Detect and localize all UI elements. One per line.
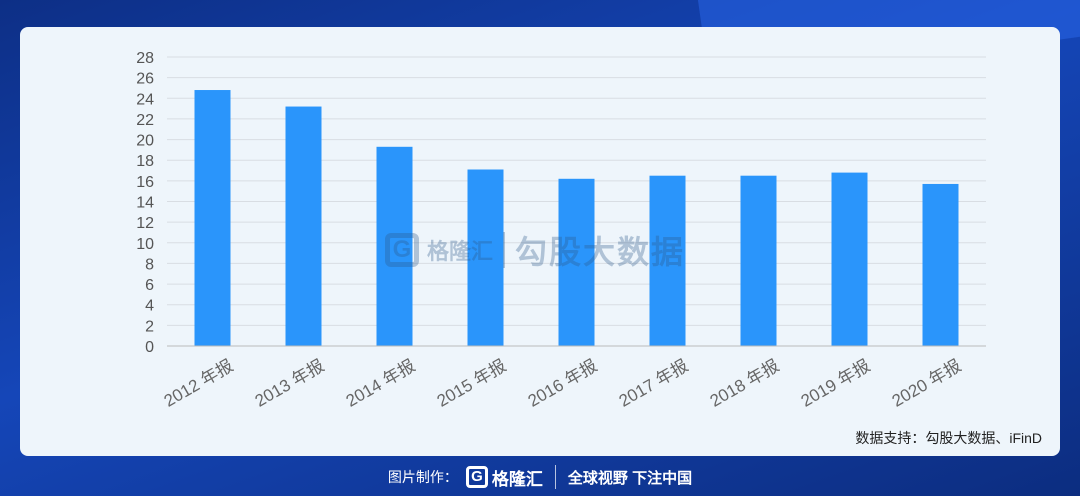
bar [558,178,595,346]
watermark-logo-icon: G [385,233,419,267]
chart-panel: 0 2 4 6 8 10 12 14 16 18 20 22 24 26 28 2012 年报 2013 年报… [20,27,1060,456]
bar [740,175,777,346]
x-tick-label: 2016 年报 [525,356,601,411]
watermark-name: 勾股大数据 [515,234,686,270]
y-tick-label: 20 [136,133,154,150]
x-tick-label: 2012 年报 [161,356,237,411]
y-tick-label: 24 [136,91,154,108]
footer-brand: 格隆汇 [491,469,543,489]
y-tick-label: 2 [145,318,154,335]
y-tick-label: 18 [136,153,154,170]
bar [649,175,686,346]
watermark-brand: 格隆汇 [427,239,494,264]
x-tick-label: 2015 年报 [434,356,510,411]
y-tick-label: 8 [145,256,154,273]
bar [285,106,322,347]
x-tick-label: 2020 年报 [889,356,965,411]
y-tick-label: 14 [136,195,154,212]
footer-slogan: 全球视野 下注中国 [567,469,693,487]
y-tick-label: 16 [136,174,154,191]
x-tick-label: 2014 年报 [343,356,419,411]
bar [922,183,959,346]
y-tick-label: 12 [136,215,154,232]
x-axis-ticks: 2012 年报 2013 年报 2014 年报 2015 年报 2016 年报 2017 … [161,356,965,411]
footer-logo-icon: G [465,466,488,488]
x-tick-label: 2017 年报 [616,356,692,411]
watermark: G 格隆汇 勾股大数据 [385,230,685,270]
footer: 图片制作： G 格隆汇 全球视野 下注中国 [0,458,1080,496]
watermark-divider [503,232,506,268]
y-tick-label: 4 [145,298,154,315]
y-tick-label: 22 [136,112,154,129]
y-tick-label: 26 [136,71,154,88]
x-tick-label: 2013 年报 [252,356,328,411]
bar [376,146,413,346]
bars [194,90,959,347]
bar [831,172,868,346]
bar [194,90,231,347]
footer-label: 图片制作： [387,469,458,485]
y-tick-label: 28 [136,50,154,67]
footer-divider [554,465,556,489]
y-tick-label: 6 [145,277,154,294]
y-tick-label: 10 [136,236,154,253]
data-source: 数据支持：勾股大数据、iFinD [855,430,1042,446]
bar [467,169,504,346]
y-tick-label: 0 [145,339,154,356]
x-tick-label: 2019 年报 [798,356,874,411]
x-tick-label: 2018 年报 [707,356,783,411]
